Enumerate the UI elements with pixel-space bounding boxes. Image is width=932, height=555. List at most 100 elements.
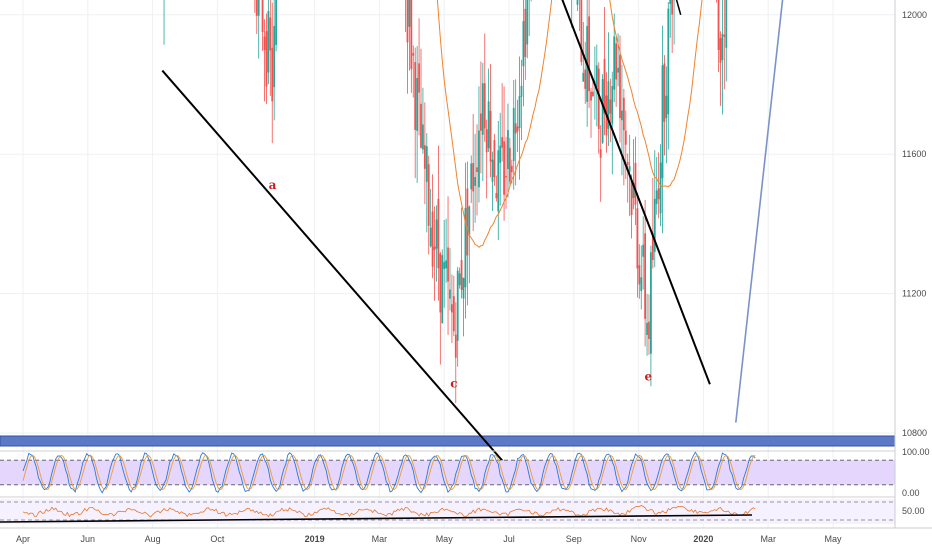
ma-line [77,0,755,247]
trendlines [0,0,895,461]
time-tick-label: Apr [16,534,30,544]
stoch-band [0,460,895,485]
candle-body [484,83,486,128]
candle-body [723,35,725,37]
candle-body [619,55,621,118]
candle-body [582,73,584,82]
candle-body [463,278,465,299]
time-tick-label: Jul [503,534,515,544]
candle-body [609,99,611,113]
candle-body [271,48,273,101]
candle-body [509,148,511,182]
candle-body [422,125,424,150]
candle-body [515,123,517,133]
candle-body [494,140,496,177]
rsi-panel: 50.00 [0,497,925,524]
candle-body [437,199,439,268]
candle-body [269,18,271,51]
candle-body [600,149,602,158]
candle-body [522,21,524,66]
candle-body [658,188,660,199]
candle-body [420,104,422,148]
candle-body [665,96,667,118]
candle-body [495,193,497,198]
candle-body [602,79,604,143]
candle-body [410,0,412,69]
price-tick-label: 11600 [902,149,926,159]
stoch-tick-100: 100.00 [902,447,930,457]
candle-body [640,277,642,291]
candle-body [648,322,650,339]
time-tick-label: May [436,534,454,544]
candle-body [526,0,528,44]
candle-body [262,0,264,32]
price-tick-label: 10800 [902,428,927,438]
time-tick-label: Jun [81,534,96,544]
time-tick-label: 2020 [693,534,713,544]
candle-body [451,304,453,312]
candle-body [445,260,447,268]
candle-body [621,111,623,121]
candle-body [667,9,669,115]
wave-label-a: a [269,178,277,192]
candle-body [426,146,428,182]
candle-body [455,335,457,358]
candle-body [459,273,461,285]
candle-body [447,247,449,281]
candle-body [656,190,658,203]
candle-body [517,127,519,132]
candle-body [613,36,615,89]
wave-label-e: e [644,370,652,384]
candle-body [501,137,503,148]
time-tick-label: 2019 [305,534,325,544]
candle-body [488,101,490,148]
candle-body [507,130,509,169]
candle-body [671,0,673,14]
candle-body [642,245,644,257]
candle-body [635,163,637,205]
candle-body [617,68,619,73]
candle-body [636,208,638,268]
time-tick-label: Aug [145,534,161,544]
candle-body [472,163,474,191]
candle-body [718,0,720,50]
stoch-tick-0: 0.00 [902,488,920,498]
candle-body [669,0,671,4]
candle-body [490,111,492,162]
candle-body [478,131,480,188]
candle-body [486,129,488,152]
candle-body [428,164,430,226]
time-tick-label: Mar [372,534,388,544]
candle-body [524,9,526,57]
rsi-tick-50: 50.00 [902,506,925,516]
candle-body [596,65,598,87]
candle-body [258,0,260,16]
time-tick-label: Nov [631,534,648,544]
candle-body [436,219,438,248]
candle-body [480,113,482,130]
zones [0,0,895,446]
candle-body [503,141,505,194]
candle-body [443,262,445,269]
candle-body [611,86,613,124]
stoch-rsi-panel: 100.00 0.00 [0,447,930,498]
candle-body [720,38,722,63]
candle-body [584,69,586,88]
candle-body [644,233,646,319]
candle-body [453,296,455,331]
candle-body [461,260,463,290]
candle-body [492,160,494,182]
candle-body [650,252,652,353]
candle-body [511,166,513,172]
candle-body [267,11,269,72]
candle-body [409,0,411,27]
candle-body [499,146,501,163]
candle-body [638,265,640,284]
breakout-mark [652,0,681,15]
candle-body [590,92,592,101]
candle-body [256,0,258,16]
candle-body [505,176,507,177]
candle-body [418,63,420,92]
candle-body [441,255,443,323]
